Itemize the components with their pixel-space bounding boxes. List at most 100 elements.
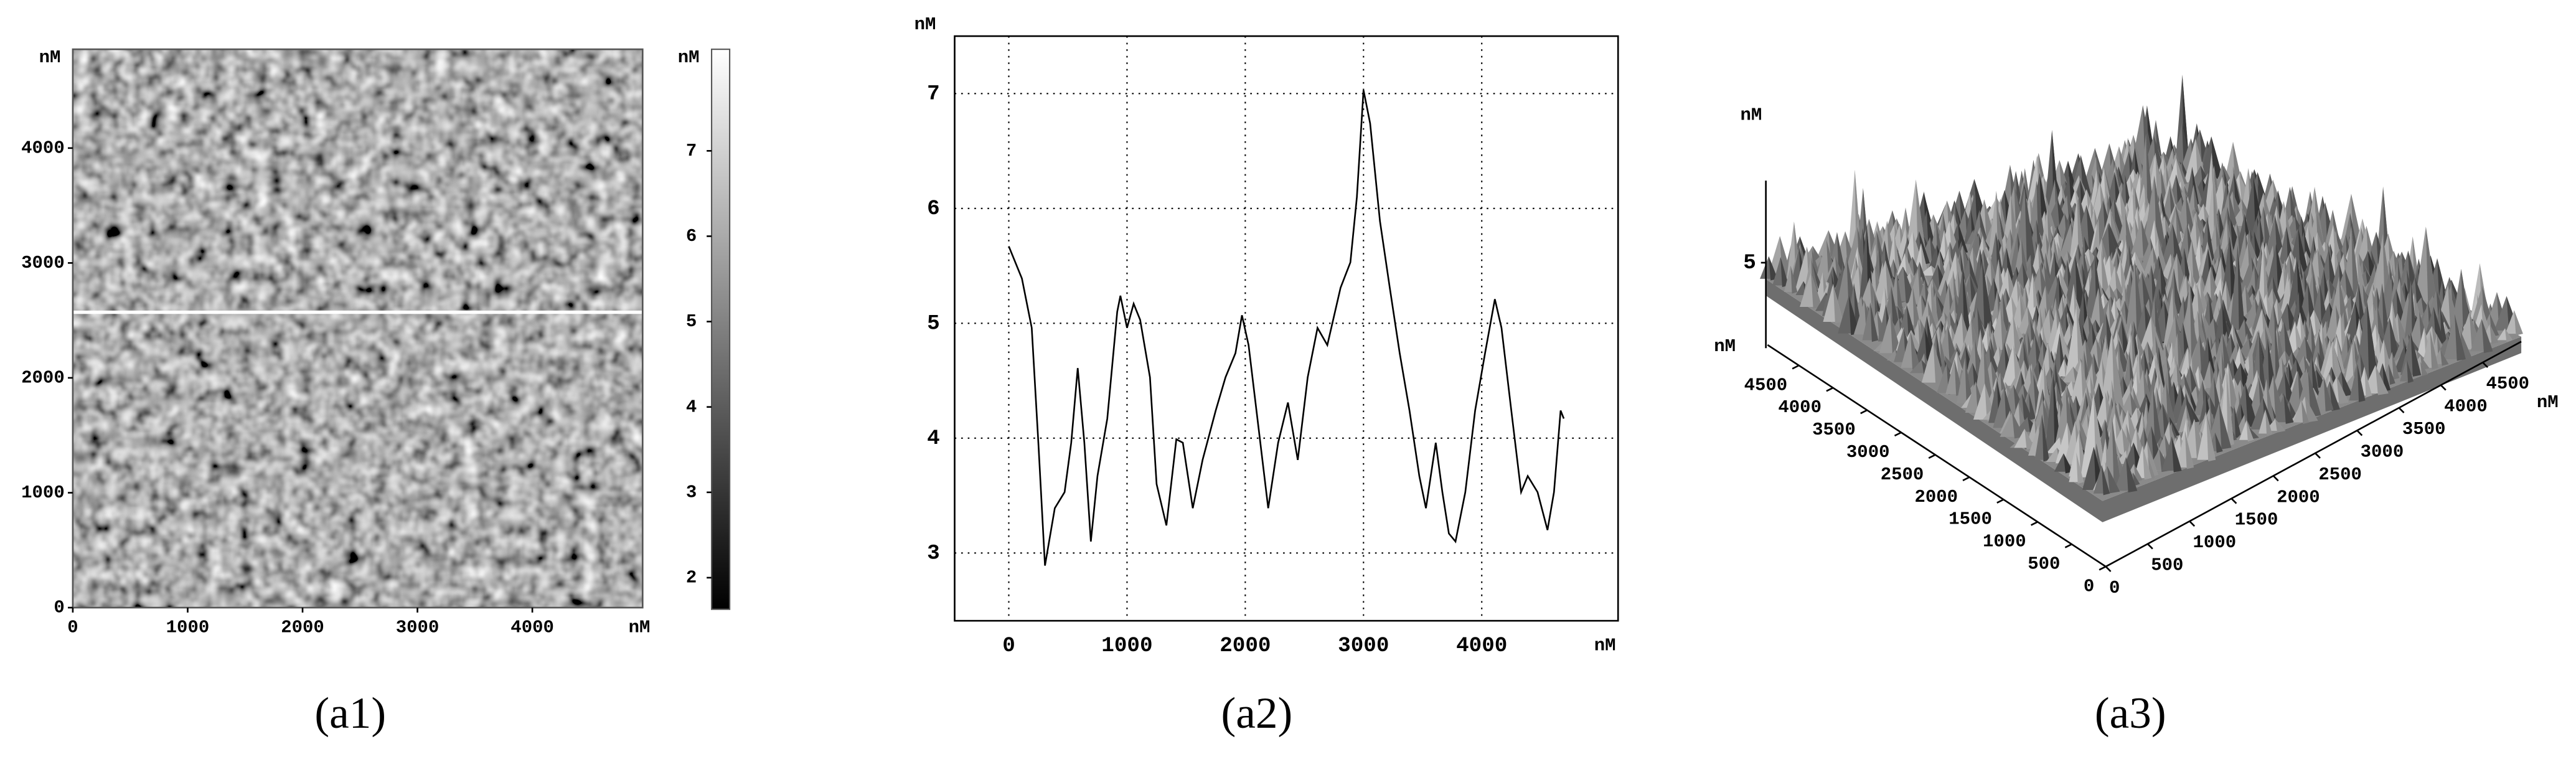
y-tick (2482, 362, 2489, 369)
surface-spike-shade (1811, 272, 1823, 309)
y-tick (2230, 497, 2237, 504)
surface-spike-shade (2425, 227, 2438, 309)
colorbar-tick-label: 7 (686, 141, 697, 161)
x-tick-label: 0 (1002, 634, 1015, 658)
surface-spike-shade (2245, 382, 2258, 428)
surface-spike-shade (2226, 369, 2234, 446)
x-unit: nM (1714, 336, 1736, 357)
surface-spike-shade (2455, 314, 2466, 361)
colorbar-tick-label: 5 (686, 311, 697, 332)
surface-spike-shade (2410, 332, 2422, 377)
surface-spike-shade (2289, 401, 2298, 419)
surface-spike-shade (2237, 245, 2245, 332)
surface-spike-shade (2430, 330, 2439, 370)
y-tick-label: 500 (2151, 555, 2183, 576)
y-tick-label: 0 (2109, 578, 2120, 598)
surface-spike-shade (1870, 302, 1879, 342)
surface-spike-shade (1933, 341, 1945, 385)
surface-spike-shade (1920, 243, 1929, 276)
surface-spike-shade (2351, 225, 2360, 299)
afm-image (72, 49, 643, 608)
x-unit: nM (1594, 635, 1616, 656)
x-tick (2064, 543, 2072, 548)
surface-spike-shade (1769, 256, 1778, 281)
x-unit: nM (629, 617, 651, 637)
x-tick (1826, 387, 1834, 392)
z-unit: nM (1740, 105, 1762, 125)
surface-spike-shade (2298, 228, 2308, 274)
surface-spike-shade (2076, 452, 2084, 484)
y-tick-label: 4500 (2486, 374, 2529, 394)
surface-spike-shade (1894, 231, 1901, 278)
x-tick (1860, 409, 1868, 415)
y-tick-label: 2500 (2318, 464, 2362, 485)
surface-spike-shade (2336, 375, 2349, 405)
x-tick (1996, 499, 2004, 504)
x-tick-label: 3000 (396, 617, 440, 637)
plot-frame (954, 35, 1619, 622)
x-tick (1792, 364, 1800, 370)
colorbar (711, 49, 731, 610)
x-tick-label: 4500 (1744, 375, 1788, 395)
colorbar-unit: nM (678, 47, 700, 68)
x-tick-label: 4000 (1456, 634, 1507, 658)
x-tick (2030, 521, 2038, 526)
surface-spike-shade (2305, 396, 2318, 423)
z-tick-label: 5 (1743, 251, 1756, 275)
surface-spike-shade (2100, 248, 2110, 294)
surface-spike-shade (1982, 260, 1994, 334)
y-unit: nM (914, 14, 936, 35)
surface-spike-shade (2146, 133, 2153, 209)
surface-spike-shade (2504, 328, 2513, 342)
y-tick-label: 3 (927, 541, 940, 565)
surface-skirt (1765, 279, 2522, 522)
surface-spike-shade (2022, 393, 2033, 421)
surface-spike-shade (2382, 363, 2391, 392)
x-tick (1928, 454, 1936, 459)
surface-spike-shade (2191, 240, 2202, 287)
y-unit: nM (2537, 392, 2559, 413)
x-tick-label: 1500 (1948, 509, 1992, 530)
x-tick-label: 1000 (1101, 634, 1152, 658)
y-tick-label: 5 (927, 311, 940, 336)
surface-spike-shade (1780, 256, 1789, 288)
surface-spike-shade (2341, 370, 2353, 397)
x-tick-label: 3500 (1812, 420, 1856, 440)
image-frame (72, 48, 644, 609)
surface-spike-shade (2481, 319, 2493, 354)
surface-spike-shade (2392, 300, 2399, 344)
y-tick-label: 3500 (2402, 419, 2446, 440)
surface-spike-shade (2301, 399, 2310, 425)
surface-spike-shade (1965, 357, 1973, 405)
surface-spike-shade (2107, 466, 2120, 494)
y-tick-label: 3000 (21, 253, 65, 273)
y-tick (2147, 543, 2153, 550)
surface-spike-shade (2102, 464, 2110, 496)
x-axis (1767, 344, 2107, 568)
profile-curve (1008, 90, 1565, 566)
surface-spike-shade (2323, 376, 2334, 412)
y-tick (2398, 407, 2405, 413)
y-tick-label: 6 (927, 197, 940, 221)
y-tick-label: 7 (927, 82, 940, 106)
y-tick-label: 2000 (2277, 487, 2320, 507)
surface-spike-shade (2042, 414, 2049, 462)
surface-spike-shade (2234, 406, 2242, 439)
surface-spike-shade (2141, 273, 2155, 314)
surface-spike-shade (2375, 365, 2389, 395)
surface-spike-shade (2246, 420, 2254, 442)
y-tick-label: 2000 (21, 368, 65, 388)
y-tick-label: 1000 (2193, 532, 2237, 553)
surface-spike-shade (2112, 416, 2122, 487)
surface-spike-shade (2126, 457, 2138, 493)
surface-spike-shade (2283, 393, 2294, 424)
x-tick (1894, 431, 1902, 437)
surface-spike-shade (2265, 409, 2272, 436)
y-tick-label: 4000 (21, 138, 65, 159)
x-tick-label: 0 (2084, 576, 2094, 596)
surface-spike-shade (2275, 418, 2286, 433)
surface-spike-shade (2420, 362, 2428, 376)
y-tick (2356, 430, 2363, 436)
